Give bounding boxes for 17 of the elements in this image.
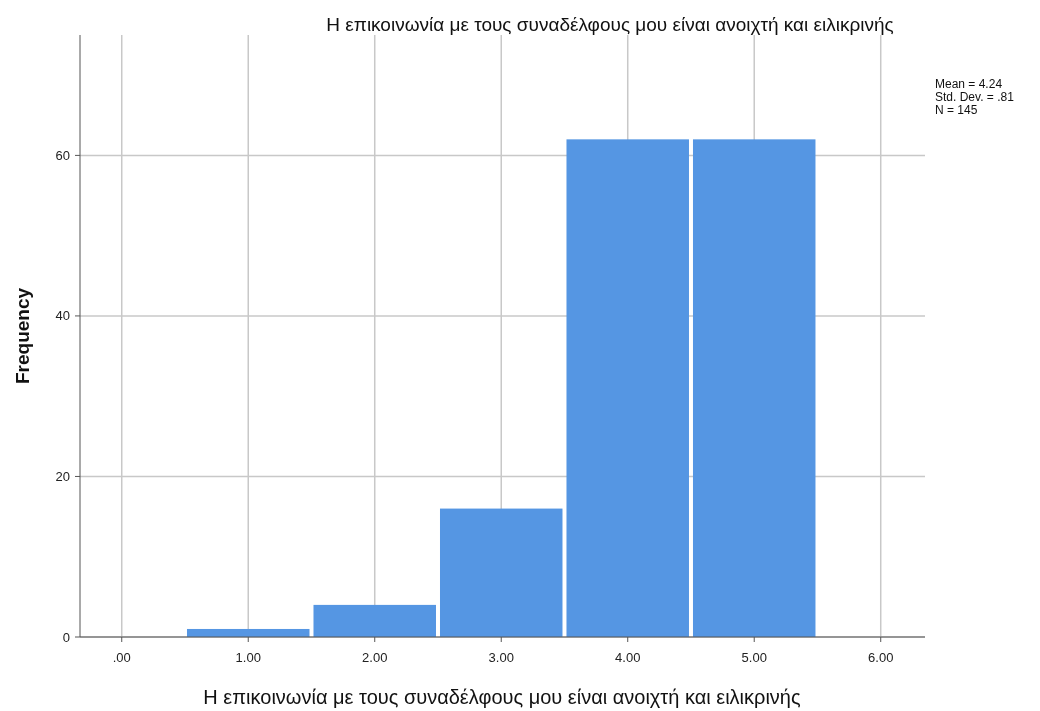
- x-tick-label: 6.00: [868, 650, 894, 665]
- y-tick-label: 60: [55, 147, 70, 163]
- x-tick-label: 5.00: [741, 650, 767, 665]
- x-axis-title: Η επικοινωνία με τους συναδέλφους μου είναι ανοιχτή και ειλικρινής: [203, 686, 801, 708]
- y-tick-label: 20: [55, 469, 70, 485]
- y-tick-label: 40: [55, 308, 70, 324]
- y-axis-title: Frequency: [12, 287, 33, 385]
- x-tick-label: 1.00: [235, 650, 261, 665]
- x-tick-label: 2.00: [362, 650, 388, 665]
- chart-title: Η επικοινωνία με τους συναδέλφους μου είναι ανοιχτή και ειλικρινής: [326, 14, 894, 35]
- text: Mean = 4.24: [935, 77, 1003, 91]
- x-tick-label: .00: [112, 650, 131, 665]
- x-tick-label: 4.00: [615, 650, 641, 665]
- text: Std. Dev. = .81: [935, 90, 1015, 104]
- x-tick-label: 3.00: [488, 650, 514, 665]
- y-tick-label: 0: [62, 629, 70, 645]
- text: N = 145: [935, 103, 978, 117]
